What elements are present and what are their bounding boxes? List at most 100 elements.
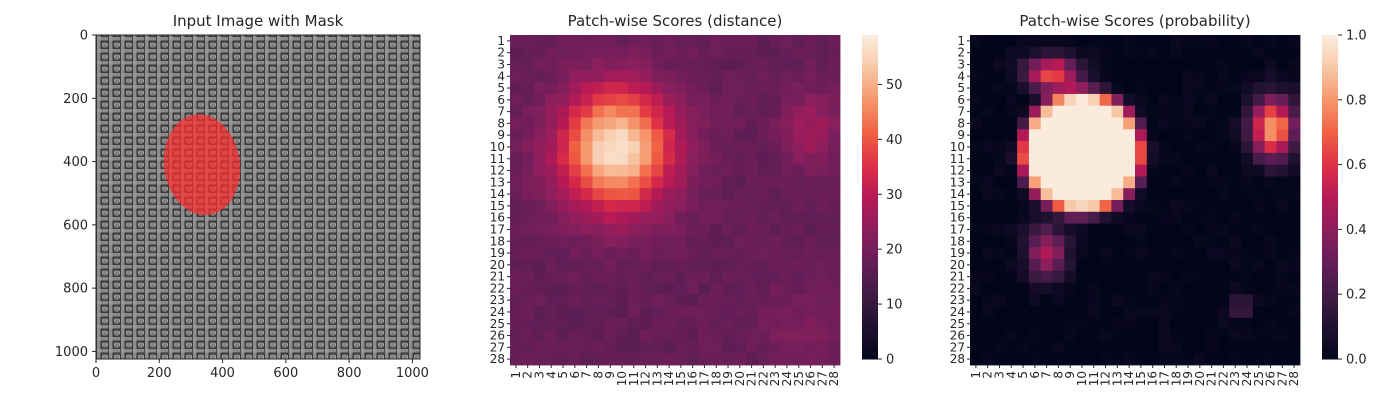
distance-heatmap-cell: [592, 176, 605, 189]
probability-heatmap-cell: [1217, 141, 1230, 154]
distance-heatmap-cell: [627, 176, 641, 189]
distance-heatmap-cell: [557, 306, 570, 319]
distance-heatmap-cell: [568, 82, 582, 95]
probability-heatmap-cell: [1241, 200, 1254, 213]
probability-heatmap-cell: [1229, 294, 1242, 307]
probability-y-tick-label: 11: [950, 152, 965, 166]
probability-heatmap-cell: [1028, 282, 1042, 295]
probability-x-tick-label: 10: [1075, 371, 1089, 386]
distance-heatmap-cell: [510, 152, 523, 166]
distance-heatmap-cell: [592, 93, 605, 107]
probability-heatmap-cell: [1241, 46, 1254, 59]
distance-heatmap-cell: [533, 152, 546, 166]
distance-heatmap-cell: [722, 235, 735, 248]
distance-heatmap-cell: [675, 223, 688, 236]
distance-heatmap-cell: [557, 46, 570, 59]
distance-heatmap-cell: [651, 258, 664, 272]
probability-heatmap-cell: [1017, 211, 1030, 224]
probability-heatmap-cell: [993, 282, 1006, 295]
distance-heatmap-cell: [710, 58, 723, 71]
distance-colorbar-segment: [862, 205, 878, 210]
distance-heatmap-cell: [651, 329, 664, 342]
distance-heatmap-cell: [745, 258, 758, 272]
distance-heatmap-cell: [521, 223, 534, 236]
distance-heatmap-cell: [675, 282, 688, 295]
probability-heatmap-cell: [1111, 70, 1124, 83]
probability-heatmap-cell: [993, 329, 1006, 342]
probability-heatmap-cell: [993, 105, 1006, 118]
distance-heatmap-cell: [639, 317, 652, 331]
distance-heatmap-cell: [698, 164, 711, 177]
probability-y-tick-label: 27: [950, 340, 965, 354]
probability-heatmap-cell: [1264, 93, 1277, 107]
probability-heatmap-cell: [1146, 141, 1159, 154]
probability-colorbar-segment: [1322, 116, 1338, 121]
distance-heatmap-cell: [804, 235, 817, 248]
distance-heatmap-cell: [568, 93, 582, 107]
probability-heatmap-cell: [1028, 46, 1042, 59]
distance-heatmap-cell: [545, 294, 558, 307]
probability-heatmap-cell: [1252, 129, 1266, 142]
distance-heatmap-cell: [675, 258, 688, 272]
distance-colorbar-segment: [862, 55, 878, 60]
distance-heatmap-cell: [557, 82, 570, 95]
distance-heatmap-cell: [510, 247, 523, 260]
distance-heatmap-cell: [627, 70, 641, 83]
distance-colorbar-segment: [862, 43, 878, 48]
distance-colorbar-segment: [862, 310, 878, 315]
distance-heatmap-cell: [616, 294, 629, 307]
probability-heatmap-cell: [1182, 188, 1195, 201]
distance-heatmap-cell: [521, 129, 534, 142]
distance-colorbar-segment: [862, 354, 878, 360]
distance-heatmap-cell: [781, 93, 794, 107]
probability-heatmap-cell: [1241, 176, 1254, 189]
distance-heatmap-cell: [698, 223, 711, 236]
probability-heatmap-cell: [1017, 247, 1030, 260]
probability-x-axis: 1234567891011121314151617181920212223242…: [969, 365, 1301, 386]
probability-heatmap-cell: [1288, 82, 1301, 95]
distance-heatmap-cell: [816, 58, 829, 71]
probability-heatmap-cell: [1005, 176, 1018, 189]
distance-heatmap-cell: [510, 141, 523, 154]
distance-heatmap-cell: [616, 270, 629, 283]
distance-heatmap-cell: [639, 306, 652, 319]
probability-colorbar-segment: [1322, 47, 1338, 52]
distance-heatmap-cell: [557, 164, 570, 177]
probability-heatmap-cell: [1205, 258, 1218, 272]
probability-heatmap-cell: [993, 46, 1006, 59]
probability-heatmap-cell: [1076, 152, 1089, 166]
probability-heatmap-cell: [1087, 117, 1101, 130]
probability-y-tick-label: 15: [950, 199, 965, 213]
probability-heatmap-cell: [1288, 235, 1301, 248]
distance-heatmap-cell: [545, 93, 558, 107]
probability-y-tick-label: 12: [950, 164, 965, 178]
distance-heatmap-cell: [533, 46, 546, 59]
probability-heatmap-cell: [993, 270, 1006, 283]
distance-heatmap-cell: [745, 317, 758, 331]
distance-heatmap-cell: [781, 353, 794, 366]
probability-heatmap-cell: [993, 306, 1006, 319]
probability-heatmap-cell: [1028, 129, 1042, 142]
probability-heatmap-cell: [993, 117, 1006, 130]
probability-x-tick-label: 2: [981, 371, 995, 379]
probability-heatmap-cell: [981, 235, 994, 248]
distance-y-tick-label: 27: [490, 340, 505, 354]
probability-heatmap-cell: [1111, 188, 1124, 201]
distance-heatmap-cell: [568, 306, 582, 319]
probability-heatmap-cell: [993, 70, 1006, 83]
distance-heatmap-cell: [710, 152, 723, 166]
probability-x-tick-label: 16: [1146, 371, 1160, 386]
probability-colorbar-segment: [1322, 245, 1338, 251]
probability-heatmap-cell: [1170, 235, 1183, 248]
probability-heatmap-cell: [1182, 152, 1195, 166]
distance-y-tick-label: 19: [490, 246, 505, 260]
probability-heatmap-cell: [1135, 152, 1148, 166]
probability-heatmap-cell: [1087, 317, 1101, 331]
probability-y-tick-label: 21: [950, 270, 965, 284]
probability-colorbar-segment: [1322, 213, 1338, 218]
probability-heatmap-cell: [1276, 247, 1289, 260]
probability-heatmap-cell: [1135, 58, 1148, 71]
probability-heatmap-cell: [1217, 82, 1230, 95]
probability-heatmap-cell: [1135, 294, 1148, 307]
probability-heatmap-cell: [1076, 211, 1089, 224]
